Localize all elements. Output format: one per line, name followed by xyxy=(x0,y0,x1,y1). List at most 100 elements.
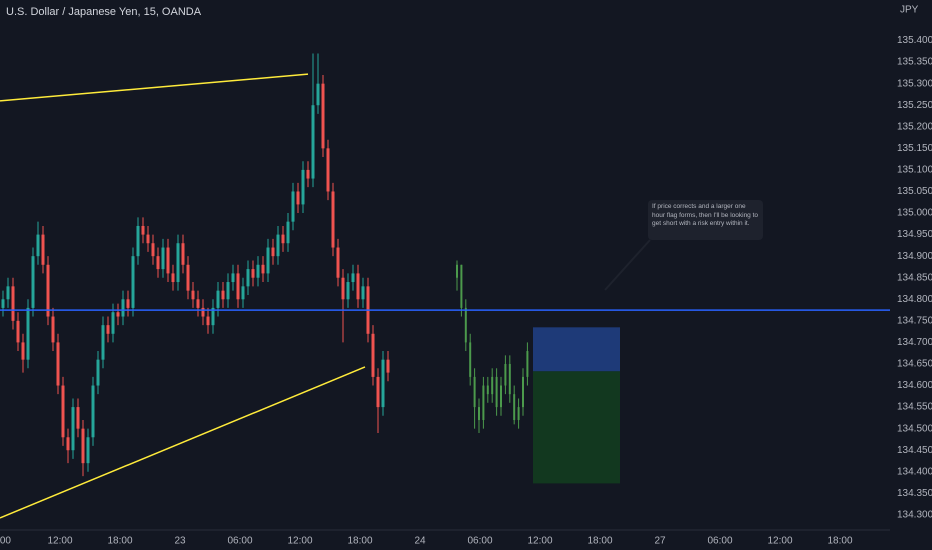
candle-body xyxy=(196,299,200,308)
candle-body xyxy=(101,325,105,360)
candle-body xyxy=(504,363,507,386)
candle-body xyxy=(469,342,472,377)
candle-body xyxy=(86,437,90,464)
y-tick-label: 135.150 xyxy=(897,143,932,154)
candle-body xyxy=(381,359,385,408)
candle-body xyxy=(526,351,529,377)
candle-body xyxy=(46,264,50,317)
candle-body xyxy=(351,273,355,283)
x-tick-label: 18:00 xyxy=(107,536,132,547)
candle-body xyxy=(473,376,476,408)
candle-body xyxy=(6,286,10,300)
candle-body xyxy=(176,243,180,283)
candle-body xyxy=(241,286,245,300)
candle-body xyxy=(71,407,75,451)
candle-body xyxy=(464,307,467,343)
candle-body xyxy=(126,299,130,308)
candle-body xyxy=(291,191,295,222)
candle-body xyxy=(31,256,35,308)
candle-body xyxy=(51,316,55,343)
candle-body xyxy=(256,264,260,278)
candle-body xyxy=(460,264,463,308)
candle-body xyxy=(491,376,494,395)
candle-body xyxy=(116,312,120,317)
candle-body xyxy=(286,221,290,244)
candle-body xyxy=(371,333,375,377)
stop-zone xyxy=(533,327,620,372)
candle-body xyxy=(16,320,20,343)
candle-body xyxy=(131,256,135,308)
candle-body xyxy=(271,247,275,257)
candle-body xyxy=(517,407,520,421)
candle-body xyxy=(156,256,160,270)
x-tick-label: 12:00 xyxy=(287,536,312,547)
y-tick-label: 135.300 xyxy=(897,78,932,89)
candle-body xyxy=(206,316,210,326)
candle-body xyxy=(261,264,265,274)
y-tick-label: 134.900 xyxy=(897,251,932,262)
y-tick-label: 135.100 xyxy=(897,165,932,176)
candle-body xyxy=(181,243,185,265)
trend-line xyxy=(0,366,366,519)
y-tick-label: 135.250 xyxy=(897,100,932,111)
candle-body xyxy=(251,269,255,278)
note-tail xyxy=(604,239,651,291)
currency: JPY xyxy=(900,5,919,16)
y-tick-label: 134.550 xyxy=(897,402,932,413)
x-tick-label: 18:00 xyxy=(347,536,372,547)
candle-body xyxy=(21,342,25,360)
candle-body xyxy=(522,376,524,408)
candle-body xyxy=(151,243,155,257)
candle-body xyxy=(266,247,270,274)
x-tick-label: 12:00 xyxy=(527,536,552,547)
candle-body xyxy=(276,234,280,257)
candle-body xyxy=(166,247,170,274)
candle-body xyxy=(41,234,45,265)
candle-body xyxy=(211,307,215,326)
y-tick-label: 135.400 xyxy=(897,35,932,46)
candle-body xyxy=(281,234,285,244)
candle-body xyxy=(356,273,360,300)
y-tick-label: 135.050 xyxy=(897,186,932,197)
candle-body xyxy=(106,325,110,334)
y-tick-label: 134.650 xyxy=(897,359,932,370)
candle-body xyxy=(246,269,250,287)
candle-body xyxy=(76,407,80,429)
candle-body xyxy=(61,385,65,438)
y-tick-label: 134.350 xyxy=(897,488,932,499)
candle-body xyxy=(306,169,310,179)
candle-body xyxy=(495,376,498,408)
candle-body xyxy=(221,290,225,300)
candle-body xyxy=(146,234,150,244)
y-tick-label: 134.500 xyxy=(897,423,932,434)
x-tick-label: 06:00 xyxy=(707,536,732,547)
candle-body xyxy=(513,394,516,421)
candle-body xyxy=(141,225,145,235)
candle-body xyxy=(326,148,330,192)
y-tick-label: 134.700 xyxy=(897,337,932,348)
x-tick-label: 06:00 xyxy=(467,536,492,547)
candle-body xyxy=(311,105,315,179)
candle-body xyxy=(216,290,220,308)
candle-body xyxy=(336,247,340,278)
y-tick-label: 135.200 xyxy=(897,121,932,132)
candle-body xyxy=(316,83,320,106)
candle-body xyxy=(346,282,350,300)
candle-body xyxy=(136,225,140,257)
y-tick-label: 135.000 xyxy=(897,208,932,219)
y-tick-label: 134.600 xyxy=(897,380,932,391)
candle-body xyxy=(226,282,230,300)
y-tick-label: 134.450 xyxy=(897,445,932,456)
candle-body xyxy=(386,359,390,373)
candle-body xyxy=(56,342,60,386)
candle-body xyxy=(321,83,325,149)
candle-body xyxy=(66,437,70,451)
candle-body xyxy=(231,273,235,283)
y-tick-label: 134.300 xyxy=(897,510,932,521)
candle-body xyxy=(236,273,240,300)
trend-line xyxy=(0,73,309,102)
candle-body xyxy=(171,273,175,283)
candle-body xyxy=(341,277,345,300)
chart-title: U.S. Dollar / Japanese Yen, 15, OANDA xyxy=(6,6,202,18)
candle-body xyxy=(361,286,365,300)
